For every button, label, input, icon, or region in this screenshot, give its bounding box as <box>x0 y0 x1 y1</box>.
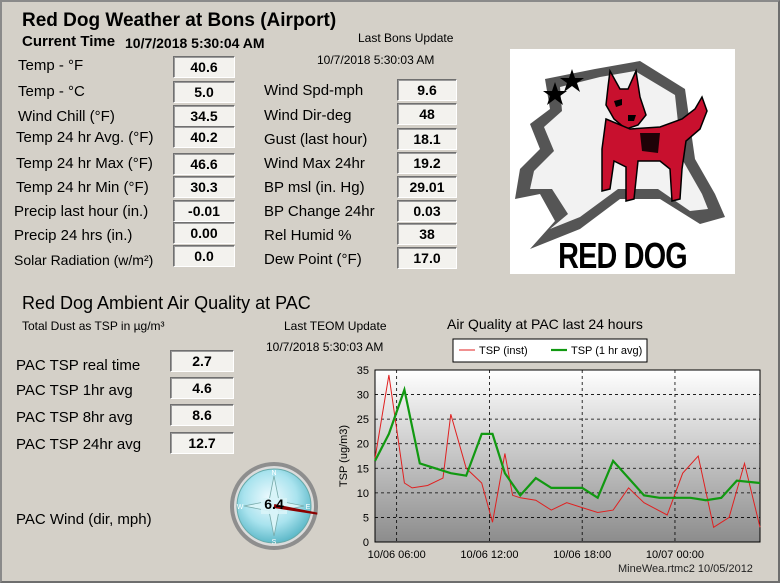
logo-text: RED DOG MINE <box>558 235 688 274</box>
weather-title: Red Dog Weather at Bons (Airport) <box>22 10 337 31</box>
weather-value-precip-hour: -0.01 <box>173 200 235 222</box>
weather-label-bp: BP msl (in. Hg) <box>264 179 365 196</box>
y-tick-label: 5 <box>363 512 369 524</box>
pac-tsp-realtime-value: 2.7 <box>170 350 234 372</box>
plot-area <box>374 369 761 543</box>
pac-tsp-24hr-label: PAC TSP 24hr avg <box>16 436 142 453</box>
weather-label-precip-hour: Precip last hour (in.) <box>14 203 149 220</box>
y-tick-label: 25 <box>357 414 369 426</box>
chart-grid <box>375 370 760 542</box>
pac-wind-value: 6.4 <box>264 496 284 512</box>
weather-label-temp-c: Temp - °C <box>18 83 85 100</box>
weather-label-gust: Gust (last hour) <box>264 131 368 148</box>
y-tick-label: 30 <box>357 390 369 402</box>
weather-label-temp-24h-min: Temp 24 hr Min (°F) <box>16 179 149 196</box>
weather-value-temp-24h-max: 46.6 <box>173 153 235 175</box>
legend-label-inst: TSP (inst) <box>479 345 528 357</box>
last-teom-update-label: Last TEOM Update <box>284 319 387 333</box>
weather-value-rel-humid: 38 <box>397 223 457 245</box>
x-tick-label: 10/06 12:00 <box>460 549 518 561</box>
weather-value-solar: 0.0 <box>173 245 235 267</box>
footer-version: MineWea.rtmc2 10/05/2012 <box>618 563 753 575</box>
series-line-tsp-1hr <box>374 385 761 502</box>
weather-value-wind-chill: 34.5 <box>173 105 235 127</box>
compass-n: N <box>271 470 276 477</box>
weather-value-temp-f: 40.6 <box>173 56 235 78</box>
weather-label-wind-chill: Wind Chill (°F) <box>18 108 115 125</box>
y-axis-label: TSP (ug/m3) <box>338 425 350 487</box>
y-tick-label: 20 <box>357 439 369 451</box>
pac-tsp-realtime-label: PAC TSP real time <box>16 357 141 374</box>
weather-label-temp-24h-avg: Temp 24 hr Avg. (°F) <box>16 129 154 146</box>
y-tick-label: 10 <box>357 488 369 500</box>
weather-value-temp-24h-min: 30.3 <box>173 176 235 198</box>
weather-label-wind-dir: Wind Dir-deg <box>264 107 352 124</box>
weather-value-wind-dir: 48 <box>397 103 457 125</box>
weather-label-rel-humid: Rel Humid % <box>264 227 352 244</box>
weather-value-bp: 29.01 <box>397 176 457 198</box>
weather-value-precip-24h: 0.00 <box>173 222 235 244</box>
weather-label-precip-24h: Precip 24 hrs (in.) <box>14 227 133 244</box>
weather-label-wind-speed: Wind Spd-mph <box>264 82 364 99</box>
air-quality-title: Red Dog Ambient Air Quality at PAC <box>22 293 311 313</box>
last-teom-update-value: 10/7/2018 5:30:03 AM <box>266 340 384 354</box>
compass-w: W <box>237 504 244 511</box>
weather-label-bp-change: BP Change 24hr <box>264 203 375 220</box>
last-bons-update-value: 10/7/2018 5:30:03 AM <box>317 53 435 67</box>
pac-tsp-24hr-value: 12.7 <box>170 432 234 454</box>
series-line-tsp-inst <box>374 374 761 529</box>
compass-e: E <box>306 504 311 511</box>
weather-value-wind-speed: 9.6 <box>397 79 457 101</box>
x-tick-label: 10/06 18:00 <box>553 549 611 561</box>
weather-value-wind-max: 19.2 <box>397 152 457 174</box>
weather-value-temp-24h-avg: 40.2 <box>173 126 235 148</box>
chart-title: Air Quality at PAC last 24 hours <box>447 316 643 332</box>
y-tick-label: 15 <box>357 463 369 475</box>
wind-direction-needle <box>273 504 318 515</box>
tsp-line-chart: 0 5 10 15 20 25 30 35 10/06 06:00 10/06 12:00 10/0… <box>338 338 761 561</box>
wind-compass-gauge: N E S W <box>230 462 318 550</box>
pac-wind-label: PAC Wind (dir, mph) <box>16 511 152 528</box>
legend-label-1hr: TSP (1 hr avg) <box>571 345 642 357</box>
weather-label-dew-point: Dew Point (°F) <box>264 251 362 268</box>
chart-axes: 0 5 10 15 20 25 30 35 10/06 06:00 10/06 12:00 10/0… <box>357 365 704 561</box>
weather-label-temp-24h-max: Temp 24 hr Max (°F) <box>16 155 153 172</box>
chart-series <box>374 374 761 529</box>
weather-label-temp-f: Temp - °F <box>18 57 84 74</box>
weather-label-solar: Solar Radiation (w/m²) <box>14 252 154 268</box>
weather-value-gust: 18.1 <box>397 128 457 150</box>
weather-label-wind-max: Wind Max 24hr <box>264 155 365 172</box>
current-time-label: Current Time <box>22 33 116 50</box>
weather-value-dew-point: 17.0 <box>397 247 457 269</box>
dust-unit-label: Total Dust as TSP in µg/m³ <box>22 319 165 333</box>
red-dog-mine-logo: RED DOG MINE <box>510 49 735 274</box>
last-bons-update-label: Last Bons Update <box>358 31 454 45</box>
current-time-value: 10/7/2018 5:30:04 AM <box>125 35 265 51</box>
weather-value-bp-change: 0.03 <box>397 200 457 222</box>
y-tick-label: 35 <box>357 365 369 377</box>
pac-tsp-1hr-label: PAC TSP 1hr avg <box>16 382 133 399</box>
x-tick-label: 10/06 06:00 <box>368 549 426 561</box>
chart-legend: TSP (inst) TSP (1 hr avg) <box>452 338 648 363</box>
pac-tsp-8hr-value: 8.6 <box>170 404 234 426</box>
x-tick-label: 10/07 00:00 <box>646 549 704 561</box>
weather-value-temp-c: 5.0 <box>173 81 235 103</box>
y-tick-label: 0 <box>363 537 369 549</box>
alaska-dog-logo-graphic <box>515 61 725 249</box>
pac-tsp-1hr-value: 4.6 <box>170 377 234 399</box>
pac-tsp-8hr-label: PAC TSP 8hr avg <box>16 409 133 426</box>
compass-s: S <box>272 539 277 546</box>
